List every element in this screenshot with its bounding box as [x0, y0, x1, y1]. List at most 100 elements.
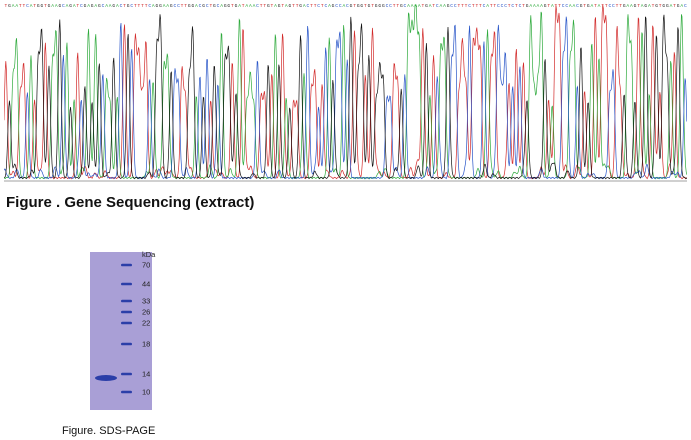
base-call: G: [677, 3, 680, 9]
base-call: A: [598, 3, 601, 9]
base-call: T: [479, 3, 482, 9]
base-call: G: [159, 3, 162, 9]
base-call: A: [533, 3, 536, 9]
marker-band: [121, 321, 132, 325]
base-call: G: [202, 3, 205, 9]
base-call: C: [404, 3, 407, 9]
base-call: T: [490, 3, 493, 9]
base-call: T: [475, 3, 478, 9]
base-call: G: [188, 3, 191, 9]
base-call: A: [15, 3, 18, 9]
base-call: A: [51, 3, 54, 9]
sds-page-caption: Figure. SDS-PAGE: [62, 425, 156, 437]
base-call: T: [396, 3, 399, 9]
base-call: G: [580, 3, 583, 9]
base-call: A: [116, 3, 119, 9]
base-call: T: [123, 3, 126, 9]
base-call: G: [623, 3, 626, 9]
base-call: G: [382, 3, 385, 9]
base-call: T: [242, 3, 245, 9]
base-call: T: [371, 3, 374, 9]
base-call: G: [191, 3, 194, 9]
base-call: T: [310, 3, 313, 9]
base-call: T: [673, 3, 676, 9]
marker-label: 33: [142, 297, 150, 306]
base-call: G: [357, 3, 360, 9]
base-call: C: [608, 3, 611, 9]
base-call: A: [12, 3, 15, 9]
gel-image: kDa 70 44 33 26 22 18 14 10: [90, 250, 156, 410]
base-call: T: [263, 3, 266, 9]
base-call: T: [260, 3, 263, 9]
base-call: A: [573, 3, 576, 9]
base-call: G: [227, 3, 230, 9]
trace-c: [4, 16, 687, 180]
marker-band: [121, 372, 132, 376]
marker-band: [121, 390, 132, 394]
base-call: G: [98, 3, 101, 9]
base-call: C: [576, 3, 579, 9]
base-call: T: [181, 3, 184, 9]
base-call: A: [245, 3, 248, 9]
marker-label: 14: [142, 370, 150, 379]
base-call: T: [23, 3, 26, 9]
base-call: G: [587, 3, 590, 9]
base-call: A: [342, 3, 345, 9]
base-call: T: [141, 3, 144, 9]
base-call: G: [235, 3, 238, 9]
base-call: G: [526, 3, 529, 9]
marker-label: 18: [142, 340, 150, 349]
base-call: T: [472, 3, 475, 9]
base-call: A: [486, 3, 489, 9]
trace-g: [4, 14, 687, 180]
base-call: C: [130, 3, 133, 9]
base-call: C: [206, 3, 209, 9]
base-call: A: [30, 3, 33, 9]
base-call: A: [429, 3, 432, 9]
base-call: A: [418, 3, 421, 9]
base-call: C: [307, 3, 310, 9]
base-call: C: [519, 3, 522, 9]
base-call: T: [209, 3, 212, 9]
marker-band: [121, 282, 132, 286]
base-call: T: [558, 3, 561, 9]
base-call: A: [285, 3, 288, 9]
base-call: C: [468, 3, 471, 9]
base-call: G: [213, 3, 216, 9]
base-call: G: [655, 3, 658, 9]
base-call: A: [73, 3, 76, 9]
base-call: T: [145, 3, 148, 9]
base-call: A: [195, 3, 198, 9]
base-call: G: [368, 3, 371, 9]
base-call: A: [626, 3, 629, 9]
base-call: C: [504, 3, 507, 9]
base-call: A: [569, 3, 572, 9]
base-call: A: [540, 3, 543, 9]
trace-lines: [4, 4, 687, 180]
base-call: C: [562, 3, 565, 9]
base-call: T: [231, 3, 234, 9]
base-call: T: [583, 3, 586, 9]
base-call: A: [414, 3, 417, 9]
base-call: A: [152, 3, 155, 9]
base-call: C: [173, 3, 176, 9]
base-call: C: [454, 3, 457, 9]
base-call: A: [551, 3, 554, 9]
base-call: C: [317, 3, 320, 9]
base-call: G: [156, 3, 159, 9]
base-call: A: [55, 3, 58, 9]
base-call: G: [289, 3, 292, 9]
base-call: T: [605, 3, 608, 9]
base-call: A: [87, 3, 90, 9]
base-call: C: [483, 3, 486, 9]
base-call: G: [8, 3, 11, 9]
base-call: A: [253, 3, 256, 9]
base-call: C: [120, 3, 123, 9]
base-call: A: [648, 3, 651, 9]
base-call: C: [386, 3, 389, 9]
base-call: T: [44, 3, 47, 9]
base-call: C: [684, 3, 687, 9]
base-call: G: [378, 3, 381, 9]
base-call: T: [659, 3, 662, 9]
